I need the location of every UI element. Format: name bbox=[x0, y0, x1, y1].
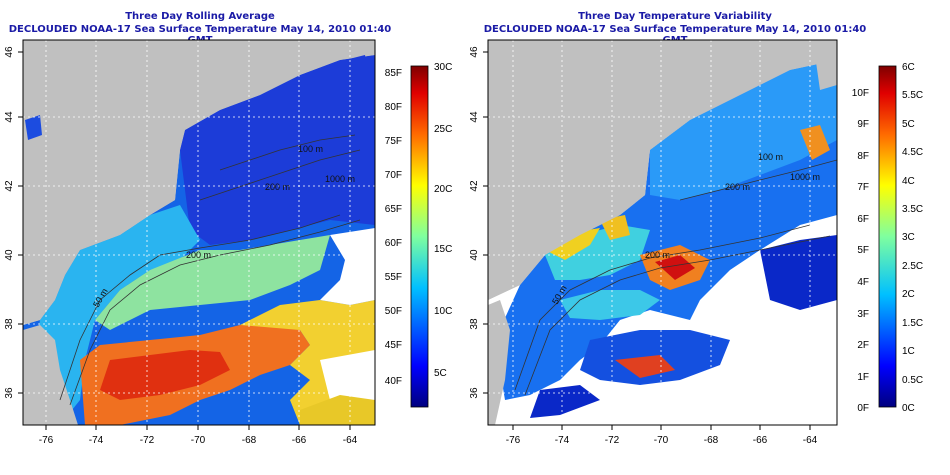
left-lon-tick: -72 bbox=[140, 435, 155, 446]
right-f-label: 9F bbox=[857, 119, 869, 130]
left-contour-label-200m-north: 200 m bbox=[265, 182, 290, 192]
left-colorbar bbox=[410, 65, 429, 408]
left-contour-label-200m: 200 m bbox=[186, 250, 211, 260]
right-lon-tick: -66 bbox=[753, 435, 768, 446]
right-c-label: 3C bbox=[902, 232, 915, 243]
right-contour-label-200m-north: 200 m bbox=[725, 182, 750, 192]
right-c-label: 1C bbox=[902, 346, 915, 357]
right-c-label: 4.5C bbox=[902, 147, 923, 158]
right-c-label: 1.5C bbox=[902, 318, 923, 329]
left-contour-label-1000m: 1000 m bbox=[325, 174, 355, 184]
left-f-label: 75F bbox=[385, 136, 402, 147]
left-f-label: 65F bbox=[385, 204, 402, 215]
right-map[interactable] bbox=[488, 40, 837, 425]
right-lon-tick: -68 bbox=[704, 435, 719, 446]
left-lat-tick: 46 bbox=[4, 46, 15, 58]
left-f-label: 85F bbox=[385, 68, 402, 79]
right-f-label: 8F bbox=[857, 151, 869, 162]
left-f-label: 50F bbox=[385, 306, 402, 317]
left-lat-tick: 42 bbox=[4, 180, 15, 192]
right-lon-tick: -64 bbox=[803, 435, 818, 446]
right-lat-tick: 46 bbox=[469, 46, 480, 58]
left-lat-tick: 36 bbox=[4, 387, 15, 399]
left-lon-axis: -76 -74 -72 -70 -68 -66 -64 bbox=[39, 435, 358, 446]
left-c-label: 30C bbox=[434, 62, 452, 73]
right-f-label: 4F bbox=[857, 277, 869, 288]
left-colorbar-celsius: 30C 25C 20C 15C 10C 5C bbox=[434, 62, 452, 379]
left-lon-tick: -64 bbox=[343, 435, 358, 446]
right-c-label: 6C bbox=[902, 62, 915, 73]
right-lon-tick: -70 bbox=[654, 435, 669, 446]
left-lon-tick: -66 bbox=[292, 435, 307, 446]
left-panel-title: Three Day Rolling Average bbox=[125, 11, 275, 22]
right-contour-label-100m: 100 m bbox=[758, 152, 783, 162]
left-f-label: 80F bbox=[385, 102, 402, 113]
right-c-label: 2.5C bbox=[902, 261, 923, 272]
right-lat-tick: 36 bbox=[469, 387, 480, 399]
right-c-label: 0C bbox=[902, 403, 915, 414]
right-f-label: 5F bbox=[857, 245, 869, 256]
left-f-label: 45F bbox=[385, 340, 402, 351]
left-lon-tick: -74 bbox=[89, 435, 104, 446]
left-lon-tick: -68 bbox=[242, 435, 257, 446]
right-colorbar-celsius: 6C 5.5C 5C 4.5C 4C 3.5C 3C 2.5C 2C 1.5C … bbox=[902, 62, 923, 414]
right-lat-tick: 38 bbox=[469, 318, 480, 330]
right-panel-title: Three Day Temperature Variability bbox=[578, 11, 772, 22]
right-lat-tick: 44 bbox=[469, 111, 480, 123]
right-lat-tick: 42 bbox=[469, 180, 480, 192]
right-colorbar-fahrenheit: 10F 9F 8F 7F 6F 5F 4F 3F 2F 1F 0F bbox=[852, 88, 869, 414]
left-c-label: 15C bbox=[434, 244, 452, 255]
right-lon-tick: -72 bbox=[605, 435, 620, 446]
right-c-label: 5.5C bbox=[902, 90, 923, 101]
right-f-label: 7F bbox=[857, 182, 869, 193]
left-lat-tick: 40 bbox=[4, 249, 15, 261]
right-c-label: 4C bbox=[902, 176, 915, 187]
right-c-label: 5C bbox=[902, 119, 915, 130]
left-c-label: 10C bbox=[434, 306, 452, 317]
left-c-label: 25C bbox=[434, 124, 452, 135]
left-f-label: 40F bbox=[385, 376, 402, 387]
right-f-label: 6F bbox=[857, 214, 869, 225]
left-lon-tick: -76 bbox=[39, 435, 54, 446]
right-f-label: 3F bbox=[857, 309, 869, 320]
right-contour-label-200m: 200 m bbox=[645, 250, 670, 260]
left-f-label: 55F bbox=[385, 272, 402, 283]
right-lon-tick: -74 bbox=[555, 435, 570, 446]
right-f-label: 1F bbox=[857, 372, 869, 383]
left-f-label: 60F bbox=[385, 238, 402, 249]
right-c-label: 3.5C bbox=[902, 204, 923, 215]
right-colorbar bbox=[878, 65, 897, 408]
left-c-label: 5C bbox=[434, 368, 447, 379]
left-map[interactable] bbox=[23, 40, 375, 425]
right-f-label: 2F bbox=[857, 340, 869, 351]
left-contour-label-100m: 100 m bbox=[298, 144, 323, 154]
right-lat-axis: 46 44 42 40 38 36 bbox=[469, 46, 480, 399]
right-c-label: 0.5C bbox=[902, 375, 923, 386]
left-lon-tick: -70 bbox=[191, 435, 206, 446]
right-lon-tick: -76 bbox=[506, 435, 521, 446]
right-c-label: 2C bbox=[902, 289, 915, 300]
left-c-label: 20C bbox=[434, 184, 452, 195]
right-f-label: 0F bbox=[857, 403, 869, 414]
left-lat-tick: 44 bbox=[4, 111, 15, 123]
right-contour-label-1000m: 1000 m bbox=[790, 172, 820, 182]
right-lon-axis: -76 -74 -72 -70 -68 -66 -64 bbox=[506, 435, 818, 446]
left-lat-axis: 46 44 42 40 38 36 bbox=[4, 46, 15, 399]
right-lat-tick: 40 bbox=[469, 249, 480, 261]
left-f-label: 70F bbox=[385, 170, 402, 181]
right-f-label: 10F bbox=[852, 88, 869, 99]
left-lat-tick: 38 bbox=[4, 318, 15, 330]
left-colorbar-fahrenheit: 85F 80F 75F 70F 65F 60F 55F 50F 45F 40F bbox=[385, 68, 402, 387]
